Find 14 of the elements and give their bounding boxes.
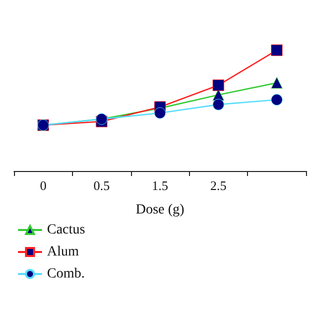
legend-label: Cactus (47, 222, 86, 238)
x-tick-label: 0 (40, 178, 46, 193)
point (271, 77, 283, 89)
point (271, 94, 283, 106)
x-tick-label: 2.5 (210, 178, 227, 193)
point (154, 107, 166, 119)
x-axis-title: Dose (g) (136, 202, 185, 218)
point (212, 79, 224, 91)
legend-label: Comb. (47, 266, 85, 282)
point (271, 44, 283, 56)
x-tick-label: 1.5 (152, 178, 168, 193)
point (212, 98, 224, 110)
x-tick-label: 0.5 (93, 178, 110, 193)
legend-label: Alum (47, 244, 79, 260)
